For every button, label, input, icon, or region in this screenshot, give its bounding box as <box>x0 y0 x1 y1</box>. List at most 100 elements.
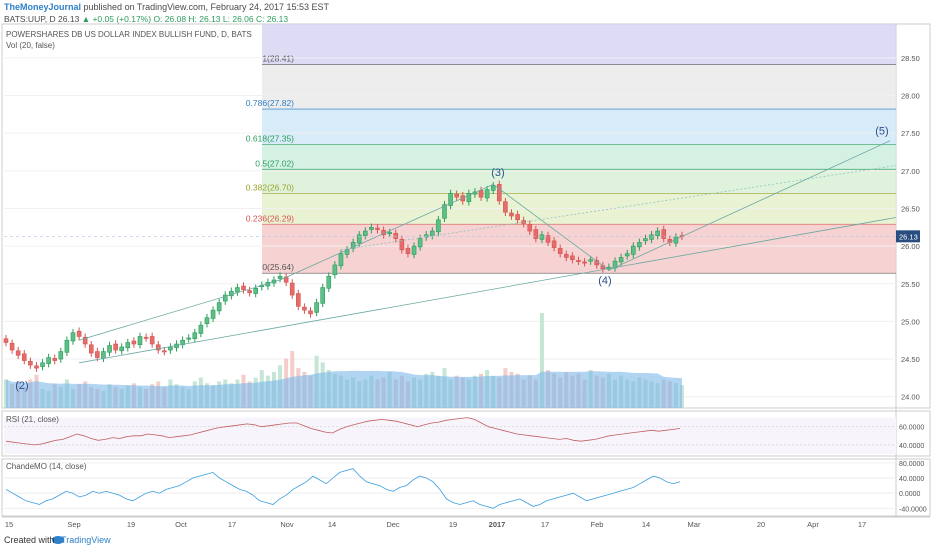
candle <box>655 230 660 236</box>
wave-label: (3) <box>491 167 504 179</box>
candle <box>186 337 192 340</box>
candle <box>570 255 575 260</box>
candle <box>643 238 648 242</box>
price-tick-label: 27.00 <box>901 167 920 176</box>
candle <box>332 264 338 276</box>
volume-ma-area <box>6 370 682 408</box>
candle <box>155 344 161 351</box>
candle <box>235 287 240 293</box>
candle <box>125 342 131 349</box>
candle <box>119 346 125 352</box>
symbol-bar: BATS:UUP, D 26.13 ▲ +0.05 (+0.17%) O: 26… <box>4 14 288 24</box>
candle <box>204 317 210 324</box>
candle <box>21 353 27 361</box>
candle <box>308 310 313 315</box>
price-tick-label: 25.00 <box>901 317 920 326</box>
x-tick-label: Mar <box>688 520 701 529</box>
candle <box>649 234 654 240</box>
candle <box>576 260 581 262</box>
candle <box>52 358 58 361</box>
candle <box>478 190 484 198</box>
candle <box>95 351 100 358</box>
wave-line <box>608 140 891 271</box>
author-name[interactable]: TheMoneyJournal <box>4 2 82 12</box>
candle <box>369 226 374 230</box>
candle <box>563 254 569 258</box>
price-tick-label: 27.50 <box>901 129 920 138</box>
rsi-band <box>4 417 896 454</box>
candle <box>210 309 216 319</box>
candle <box>143 336 149 339</box>
volume-bar <box>539 313 544 408</box>
rsi-label: RSI (21, close) <box>6 415 59 424</box>
candle <box>277 275 283 279</box>
fib-level-label: 0.786(27.82) <box>246 98 294 108</box>
rsi-tick-label: 60.0000 <box>899 425 924 432</box>
price-tick-label: 28.00 <box>901 92 920 101</box>
candle <box>503 201 508 213</box>
last-price: 26.13 <box>58 14 80 24</box>
candle <box>314 302 319 313</box>
x-tick-label: Feb <box>591 520 604 529</box>
candle <box>454 193 459 198</box>
x-tick-label: Nov <box>280 520 294 529</box>
chart-title: POWERSHARES DB US DOLLAR INDEX BULLISH F… <box>6 30 252 39</box>
x-tick-label: Oct <box>175 520 188 529</box>
candle <box>9 342 15 351</box>
rsi-line <box>5 417 681 446</box>
candle <box>588 259 593 262</box>
dotted-trendline <box>340 165 897 251</box>
price-tick-label: 26.00 <box>901 242 920 251</box>
candle <box>40 362 45 367</box>
candle <box>28 361 33 366</box>
candle <box>168 346 173 351</box>
volume-label: Vol (20, false) <box>6 41 55 50</box>
symbol-name[interactable]: BATS:UUP, D <box>4 14 56 24</box>
fib-level-label: 0.618(27.35) <box>246 133 294 143</box>
candle <box>247 290 252 294</box>
candle <box>241 285 246 291</box>
publish-header: TheMoneyJournal published on TradingView… <box>4 2 329 12</box>
wave-line <box>492 184 610 271</box>
candle <box>539 234 545 240</box>
candle <box>582 261 587 264</box>
x-tick-label: Sep <box>67 520 80 529</box>
fib-level-label: 0(25.64) <box>262 262 294 272</box>
candle <box>326 275 332 289</box>
fib-band <box>262 144 896 170</box>
last-price-box <box>896 230 920 243</box>
candle <box>149 336 155 345</box>
candle <box>222 294 228 302</box>
tradingview-cloud-icon <box>52 536 64 544</box>
candle <box>375 227 380 230</box>
candle <box>76 330 82 337</box>
candle <box>3 338 9 343</box>
cmo-tick-label: 40.0000 <box>899 476 924 483</box>
candle <box>320 287 325 304</box>
x-tick-label: 15 <box>5 520 13 529</box>
candle <box>253 287 258 294</box>
tradingview-logo[interactable]: TradingView <box>61 535 111 545</box>
candle <box>289 282 295 296</box>
candle <box>618 257 624 263</box>
fib-level-label: 0.382(26.70) <box>246 182 294 192</box>
x-tick-label: Dec <box>386 520 400 529</box>
price-change: ▲ +0.05 (+0.17%) <box>81 14 152 24</box>
x-tick-label: Apr <box>807 520 819 529</box>
candle <box>46 357 51 364</box>
candle <box>612 260 618 269</box>
candle <box>162 350 167 353</box>
price-tick-label: 25.50 <box>901 280 920 289</box>
candle <box>490 185 496 191</box>
candle <box>436 219 441 233</box>
x-tick-label: 2017 <box>489 520 506 529</box>
candle <box>338 253 344 266</box>
x-tick-label: 19 <box>127 520 135 529</box>
cmo-tick-label: -40.0000 <box>899 506 927 513</box>
candle <box>417 238 423 248</box>
candle <box>399 239 405 251</box>
candle <box>216 302 222 312</box>
candle <box>15 350 21 356</box>
fib-level-label: 0.236(26.29) <box>246 213 294 223</box>
